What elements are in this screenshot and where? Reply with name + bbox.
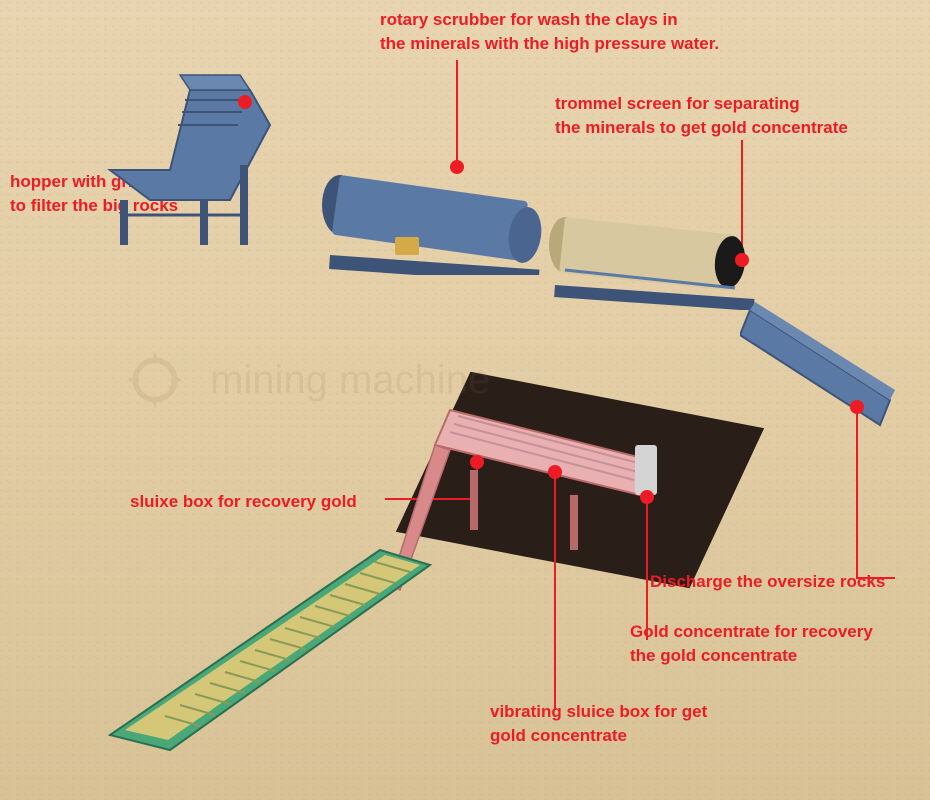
label-gold-conc: Gold concentrate for recovery the gold c… bbox=[630, 620, 873, 668]
callout-dot-scrubber bbox=[450, 160, 464, 174]
callout-dot-vib-sluice bbox=[548, 465, 562, 479]
sluice-box-machine bbox=[100, 540, 440, 760]
discharge-chute bbox=[740, 300, 900, 430]
label-vib-sluice: vibrating sluice box for get gold concen… bbox=[490, 700, 707, 748]
watermark-text: mining machine bbox=[210, 358, 490, 403]
callout-dot-trommel bbox=[735, 253, 749, 267]
callout-dot-hopper bbox=[238, 95, 252, 109]
callout-dot-sluice bbox=[470, 455, 484, 469]
label-trommel: trommel screen for separating the minera… bbox=[555, 92, 848, 140]
callout-dot-gold-conc bbox=[640, 490, 654, 504]
label-sluice: sluixe box for recovery gold bbox=[130, 490, 357, 514]
label-discharge: Discharge the oversize rocks bbox=[650, 570, 885, 594]
label-scrubber: rotary scrubber for wash the clays in th… bbox=[380, 8, 719, 56]
callout-dot-discharge bbox=[850, 400, 864, 414]
hopper-machine bbox=[90, 70, 330, 250]
rotary-scrubber-machine bbox=[300, 155, 560, 275]
